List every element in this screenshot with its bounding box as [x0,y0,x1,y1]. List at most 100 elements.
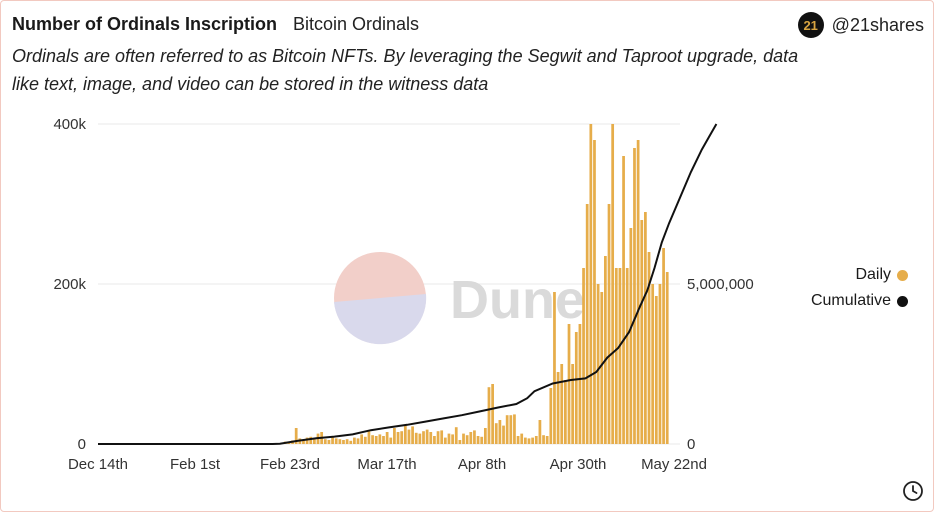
daily-bar[interactable] [327,440,331,444]
daily-bar[interactable] [393,428,396,444]
daily-bar[interactable] [574,332,578,444]
daily-bar[interactable] [367,431,371,444]
daily-bar[interactable] [654,296,658,444]
daily-bar[interactable] [345,439,349,444]
daily-bar[interactable] [440,430,444,444]
daily-bar[interactable] [371,435,374,444]
daily-bar[interactable] [636,140,640,444]
daily-bar[interactable] [309,436,313,444]
daily-bar[interactable] [640,220,644,444]
daily-bar[interactable] [465,435,469,444]
daily-bar[interactable] [436,431,440,444]
daily-bar[interactable] [313,438,316,444]
daily-bar[interactable] [578,324,582,444]
daily-bar[interactable] [425,429,429,444]
daily-bar[interactable] [487,387,491,444]
daily-bar[interactable] [553,292,556,444]
daily-bar[interactable] [433,436,436,444]
daily-bar[interactable] [614,268,618,444]
daily-bar[interactable] [480,436,484,444]
daily-bar[interactable] [665,272,669,444]
daily-bar[interactable] [658,284,662,444]
daily-bar[interactable] [618,268,622,444]
legend-item-daily[interactable]: Daily [811,262,908,288]
daily-bar[interactable] [629,228,633,444]
daily-bar[interactable] [294,428,298,444]
daily-bar[interactable] [331,436,334,444]
brand-handle[interactable]: @21shares [831,14,924,35]
daily-bar[interactable] [334,438,338,444]
daily-bar[interactable] [342,440,345,444]
daily-bar[interactable] [385,432,389,444]
daily-bar[interactable] [494,423,498,444]
daily-bar[interactable] [411,426,414,444]
daily-bar[interactable] [451,434,454,444]
daily-bar[interactable] [651,284,655,444]
daily-bar[interactable] [567,324,571,444]
daily-bar[interactable] [378,434,382,444]
daily-bar[interactable] [454,427,458,444]
daily-bar[interactable] [520,433,524,444]
daily-bar[interactable] [473,430,476,444]
daily-bar[interactable] [407,429,411,444]
daily-bar[interactable] [589,124,593,444]
daily-bar[interactable] [363,436,367,444]
daily-bar[interactable] [560,364,564,444]
daily-bar[interactable] [596,284,600,444]
daily-bar[interactable] [556,372,560,444]
daily-bar[interactable] [382,436,385,444]
daily-bar[interactable] [356,438,360,444]
daily-bar[interactable] [429,432,433,444]
daily-bar[interactable] [458,440,462,444]
daily-bar[interactable] [622,156,625,444]
daily-bar[interactable] [571,364,575,444]
daily-bar[interactable] [593,140,596,444]
daily-bar[interactable] [516,436,520,444]
daily-bar[interactable] [396,432,400,444]
daily-bar[interactable] [527,438,531,444]
clock-icon[interactable] [902,480,924,502]
daily-bar[interactable] [338,439,342,444]
daily-bar[interactable] [549,388,553,444]
daily-bar[interactable] [531,437,534,444]
daily-bar[interactable] [389,437,393,444]
brand[interactable]: 21 @21shares [797,12,924,38]
daily-bar[interactable] [443,437,447,444]
daily-bar[interactable] [323,439,327,444]
daily-bar[interactable] [644,212,647,444]
daily-bar[interactable] [513,414,516,444]
daily-bar[interactable] [502,425,505,444]
daily-bar[interactable] [403,424,407,444]
daily-bar[interactable] [600,292,604,444]
daily-bar[interactable] [476,436,480,444]
daily-bar[interactable] [349,440,353,444]
daily-bar[interactable] [447,433,451,444]
daily-bar[interactable] [647,252,651,444]
daily-bar[interactable] [414,432,418,444]
daily-bar[interactable] [302,440,305,444]
daily-bar[interactable] [491,384,494,444]
daily-bar[interactable] [662,248,665,444]
daily-bar[interactable] [498,420,502,444]
daily-bar[interactable] [469,432,473,444]
daily-bar[interactable] [611,124,615,444]
daily-bar[interactable] [305,437,309,444]
daily-bar[interactable] [462,433,465,444]
daily-bar[interactable] [582,268,585,444]
daily-bar[interactable] [633,148,636,444]
daily-bar[interactable] [353,437,356,444]
daily-bar[interactable] [483,428,487,444]
daily-bar[interactable] [542,435,545,444]
daily-bar[interactable] [604,256,607,444]
daily-bar[interactable] [564,380,567,444]
daily-bar[interactable] [585,204,589,444]
daily-bar[interactable] [523,437,527,444]
daily-bar[interactable] [360,434,364,444]
daily-bar[interactable] [400,431,404,444]
daily-bar[interactable] [509,415,513,444]
daily-bar[interactable] [538,420,542,444]
daily-bar[interactable] [607,204,611,444]
daily-bar[interactable] [545,436,549,444]
daily-bar[interactable] [534,436,538,444]
legend-item-cumulative[interactable]: Cumulative [811,288,908,314]
